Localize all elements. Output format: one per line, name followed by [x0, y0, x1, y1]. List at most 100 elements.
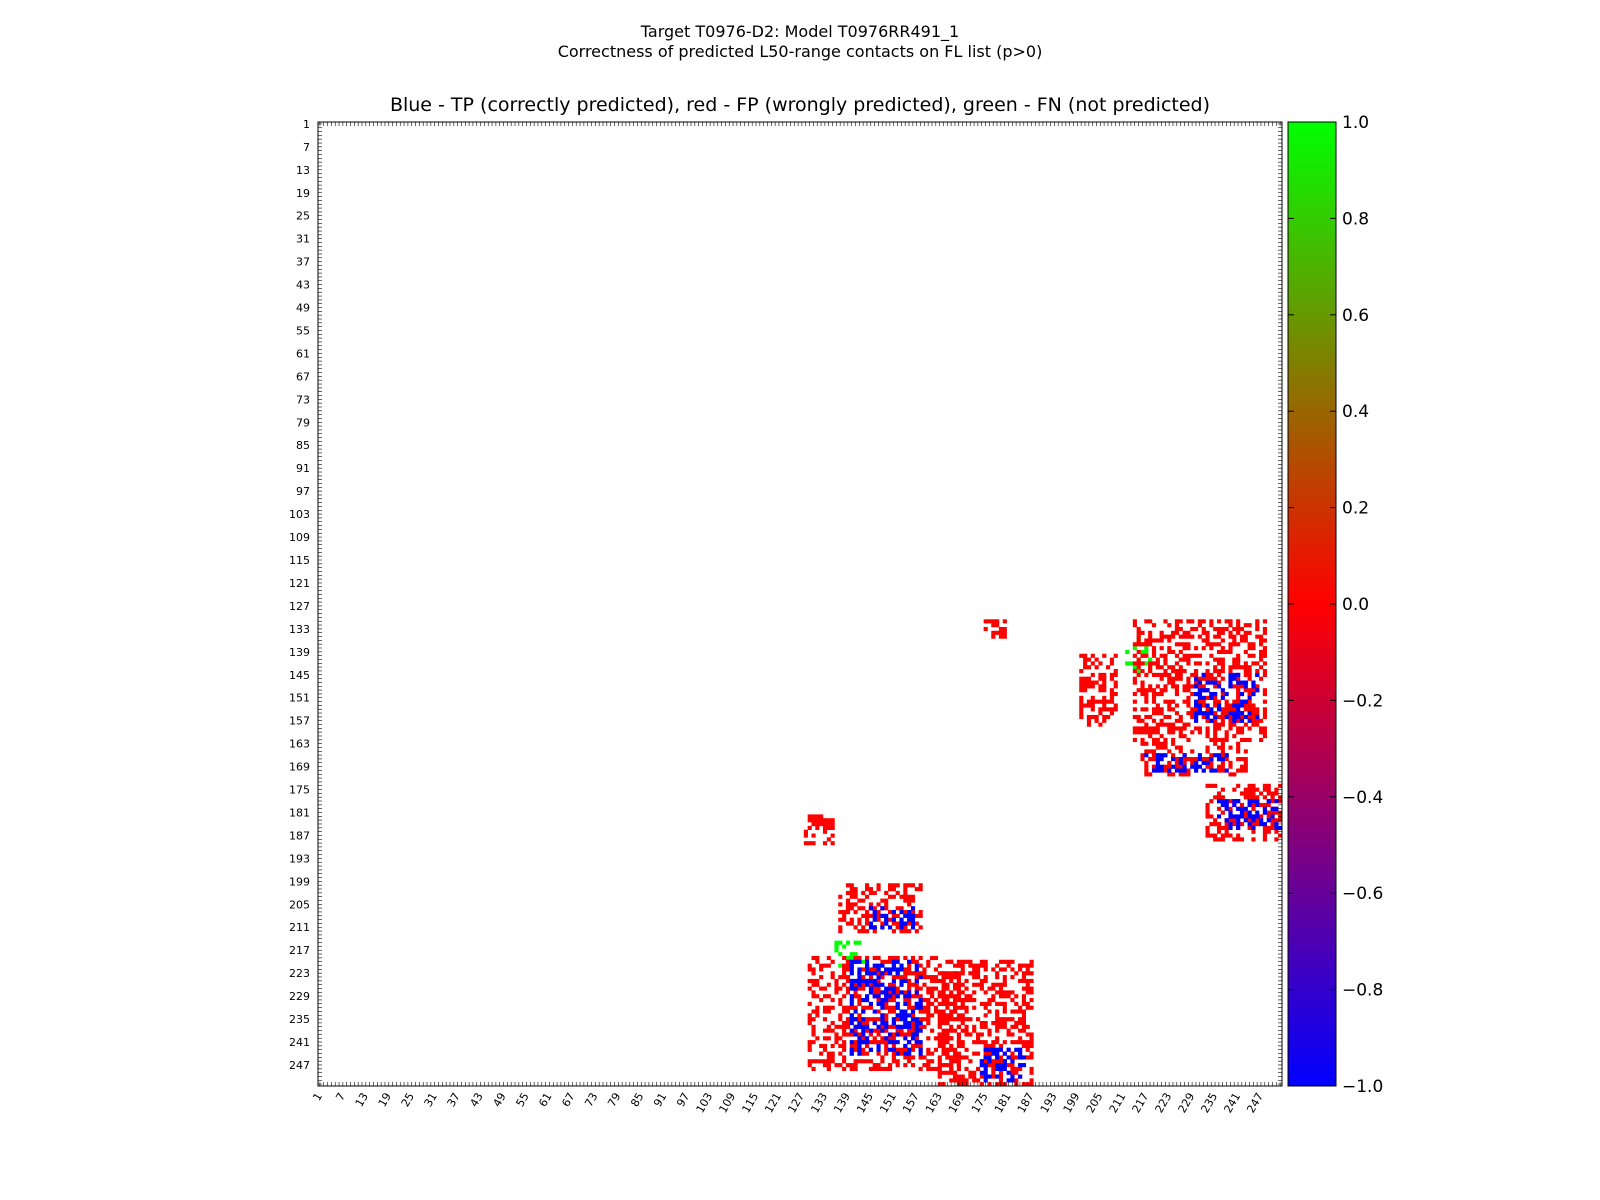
contact-cell-fp — [1190, 684, 1195, 689]
contact-cell-fp — [1132, 691, 1137, 697]
contact-cell-fp — [1002, 990, 1007, 995]
contact-cell-fp — [1140, 684, 1145, 689]
contact-cell-fp — [949, 1059, 954, 1064]
contact-cell-fp — [1140, 707, 1145, 712]
contact-cell-fp — [830, 818, 835, 823]
contact-cell-fp — [1194, 726, 1199, 731]
contact-cell-fp — [1259, 665, 1264, 670]
contact-cell-fp — [842, 1009, 847, 1014]
contact-cell-fp — [1151, 691, 1157, 697]
contact-cell-fp — [887, 1066, 893, 1071]
contact-cell-fp — [914, 921, 919, 926]
contact-cell-fp — [1213, 737, 1218, 743]
contact-cell-fp — [964, 978, 969, 984]
contact-cell-fp — [1228, 714, 1233, 720]
contact-cell-fp — [1151, 699, 1157, 704]
contact-cell-tp — [880, 971, 885, 976]
contact-cell-fp — [838, 1036, 843, 1041]
contact-cell-fp — [1102, 703, 1107, 708]
contact-cell-fp — [853, 955, 858, 961]
contact-cell-fp — [979, 963, 984, 968]
y-tick-label: 25 — [296, 210, 310, 223]
contact-cell-fp — [918, 971, 923, 976]
contact-cell-fp — [884, 1017, 889, 1022]
contact-cell-fp — [1243, 638, 1248, 643]
contact-cell-fp — [1274, 818, 1279, 823]
contact-cell-fp — [845, 990, 851, 995]
contact-cell-fp — [1232, 818, 1237, 823]
contact-cell-fp — [1232, 707, 1237, 712]
contact-cell-tp — [880, 1001, 885, 1006]
contact-cell-fp — [1205, 745, 1210, 750]
contact-cell-fp — [975, 1078, 981, 1083]
contact-cell-tp — [910, 921, 916, 926]
contact-cell-fp — [983, 1043, 988, 1049]
contact-cell-fp — [842, 910, 847, 915]
contact-cell-fp — [1148, 772, 1153, 777]
contact-cell-fp — [1190, 691, 1195, 697]
contact-cell-fp — [903, 967, 908, 972]
contact-cell-tp — [1194, 676, 1199, 681]
contact-cell-tp — [880, 990, 885, 995]
x-tick-label: 43 — [468, 1091, 486, 1110]
contact-cell-fp — [1213, 695, 1218, 700]
contact-cell-fp — [1186, 646, 1191, 651]
x-tick-label: 175 — [969, 1091, 991, 1116]
contact-cell-fp — [868, 1066, 873, 1071]
contact-cell-tp — [1239, 718, 1245, 723]
contact-cell-fp — [1201, 699, 1206, 704]
contact-cell-tp — [1251, 684, 1256, 689]
contact-cell-fn — [1128, 661, 1134, 666]
contact-cell-fp — [960, 971, 965, 976]
contact-cell-fp — [1243, 722, 1248, 727]
contact-cell-fp — [876, 990, 881, 995]
contact-cell-fp — [903, 998, 908, 1003]
contact-cell-fp — [1002, 630, 1007, 635]
contact-cell-fp — [899, 1032, 904, 1037]
contact-cell-fp — [1224, 734, 1229, 739]
plot-area — [318, 122, 1282, 1086]
contact-cell-tp — [887, 967, 893, 972]
contact-cell-fp — [849, 906, 854, 911]
contact-cell-fp — [1010, 1009, 1015, 1014]
contact-cell-fp — [819, 967, 824, 972]
contact-cell-fp — [987, 1009, 992, 1014]
contact-cell-fp — [868, 1032, 873, 1037]
contact-cell-fp — [1021, 1013, 1026, 1018]
contact-cell-fp — [1178, 626, 1183, 632]
contact-cell-tp — [1205, 703, 1210, 708]
contact-cell-fp — [945, 975, 950, 980]
contact-cell-fp — [1002, 1005, 1007, 1010]
contact-cell-fp — [807, 963, 812, 968]
contact-cell-fp — [1224, 822, 1229, 827]
contact-cell-fp — [991, 1059, 996, 1064]
contact-cell-fp — [1174, 619, 1180, 624]
contact-cell-tp — [903, 921, 908, 926]
contact-cell-fp — [1262, 730, 1267, 735]
contact-cell-tp — [903, 1009, 908, 1014]
contact-cell-fp — [1251, 646, 1256, 651]
contact-cell-fp — [1274, 791, 1279, 796]
contact-cell-fp — [1239, 665, 1245, 670]
contact-cell-fp — [1259, 718, 1264, 723]
contact-cell-fp — [857, 1017, 862, 1022]
contact-cell-fp — [1109, 695, 1114, 700]
contact-cell-fp — [1098, 676, 1103, 681]
contact-cell-tp — [849, 1040, 854, 1045]
contact-cell-fp — [861, 982, 866, 987]
contact-cell-fp — [891, 1009, 896, 1014]
contact-cell-fp — [983, 967, 988, 972]
contact-cell-fp — [1228, 665, 1233, 670]
contact-cell-fp — [937, 1063, 942, 1068]
contact-cell-fp — [887, 1009, 893, 1014]
contact-cell-fp — [868, 890, 873, 896]
contact-cell-fp — [1090, 699, 1095, 704]
contact-cell-fp — [895, 883, 900, 888]
contact-cell-fp — [853, 994, 858, 999]
contact-cell-tp — [895, 1005, 900, 1010]
contact-cell-fp — [1174, 623, 1180, 628]
contact-cell-fp — [1159, 718, 1164, 723]
contact-cell-fp — [1262, 833, 1267, 838]
contact-cell-tp — [899, 1017, 904, 1022]
contact-cell-fp — [899, 929, 904, 934]
